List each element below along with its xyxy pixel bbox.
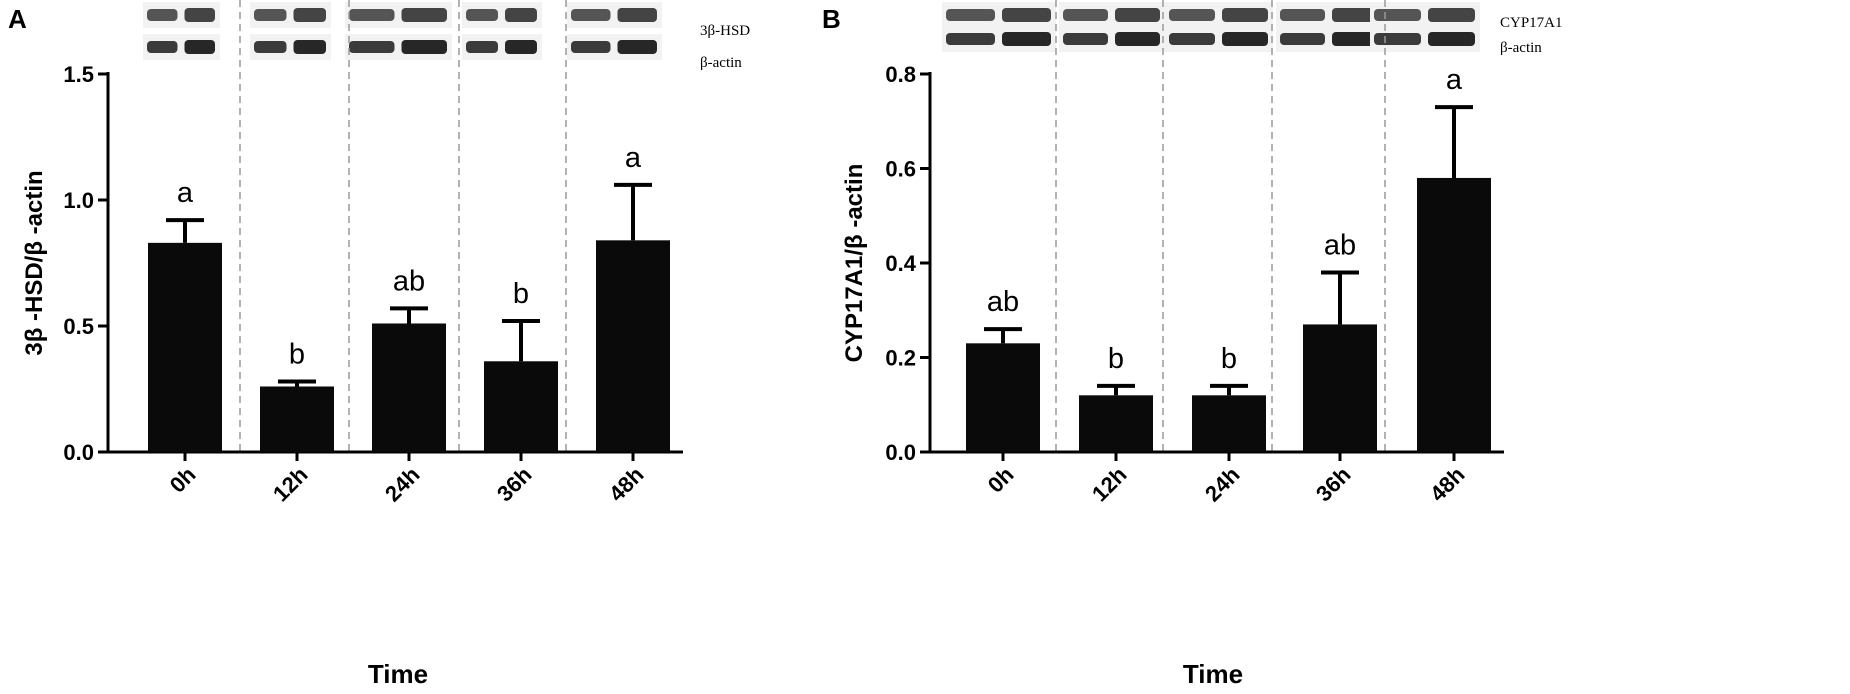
x-tick-label: 48h [604,462,648,506]
blot-band [401,40,447,54]
x-axis-title: Time [368,659,428,689]
y-tick-label: 0.4 [885,251,916,276]
significance-label: ab [393,265,425,297]
blot-band [946,9,995,21]
y-axis-title: 3β -HSD/β -actin [21,170,48,355]
panel-a: A 3β-HSD β-actin 0.0 0.5 1.0 1.5 3β -HSD/β -act… [8,0,750,689]
blot-label: β-actin [1500,40,1542,56]
x-tick-label: 12h [1087,462,1131,506]
blot-band [1002,32,1051,46]
blot-band [1002,8,1051,22]
significance-label: b [1221,343,1237,375]
blot-band [1280,9,1325,21]
blot-label: β-actin [700,55,742,71]
y-tick-label: 0.8 [885,62,916,87]
blot-band [1332,8,1377,22]
blot-band [505,8,537,22]
y-axis-title: CYP17A1/β -actin [841,164,868,363]
bar [372,323,446,452]
blot-band [349,9,395,21]
y-tick-label: 1.5 [63,62,94,87]
blot-band [1428,8,1475,22]
blot-band [1332,32,1377,46]
y-tick-label: 0.0 [885,440,916,465]
bar [596,240,670,452]
x-tick-label: 36h [492,462,536,506]
blot-band [1428,32,1475,46]
y-tick-label: 0.6 [885,157,916,182]
blot-band [184,40,215,54]
blot-band [293,8,326,22]
blot-band [1169,9,1215,21]
blot-band [1374,33,1421,45]
blot-band [1222,8,1268,22]
blot-band [505,40,537,54]
significance-label: b [289,338,305,370]
blot-band [617,40,657,54]
y-tick-label: 1.0 [63,188,94,213]
x-tick-label: 24h [1200,462,1244,506]
x-axis-title: Time [1183,659,1243,689]
significance-label: a [1446,64,1463,96]
blot-band [617,8,657,22]
significance-label: a [625,142,642,174]
x-tick-label: 0h [165,462,201,498]
blot-band [1115,32,1160,46]
significance-label: b [513,278,529,310]
bar [966,343,1040,452]
blot-band [184,8,215,22]
blot-band [1063,33,1108,45]
blot-label: 3β-HSD [700,23,750,39]
bar [1192,395,1266,452]
bar [484,361,558,452]
x-tick-label: 12h [268,462,312,506]
bar [260,386,334,452]
x-tick-label: 36h [1311,462,1355,506]
blot-band [349,41,395,53]
x-tick-label: 24h [380,462,424,506]
x-tick-label: 0h [983,462,1019,498]
blot-label: CYP17A1 [1500,15,1563,31]
panel-label: B [822,4,841,34]
y-tick-label: 0.0 [63,440,94,465]
blot-band [1063,9,1108,21]
blot-band [293,40,326,54]
significance-label: a [177,177,194,209]
panel-label: A [8,4,27,34]
blot-band [1115,8,1160,22]
y-tick-label: 0.2 [885,346,916,371]
blot-band [254,41,287,53]
blot-band [571,41,611,53]
blot-band [254,9,287,21]
blot-band [571,9,611,21]
x-tick-label: 48h [1425,462,1469,506]
significance-label: ab [987,286,1019,318]
y-tick-label: 0.5 [63,314,94,339]
bar [1079,395,1153,452]
blot-band [1374,9,1421,21]
blot-band [946,33,995,45]
blot-band [1280,33,1325,45]
blot-band [147,9,178,21]
panel-b: B CYP17A1 β-actin 0.0 0.2 0.4 0.6 0.8 CYP17A1/β … [822,0,1563,689]
blot-band [147,41,178,53]
bar [1417,177,1491,452]
blot-band [1222,32,1268,46]
significance-label: ab [1324,229,1356,261]
bar [1303,324,1377,452]
blot-band [401,8,447,22]
significance-label: b [1108,343,1124,375]
blot-band [466,41,498,53]
bar [148,242,222,452]
blot-band [1169,33,1215,45]
blot-band [466,9,498,21]
